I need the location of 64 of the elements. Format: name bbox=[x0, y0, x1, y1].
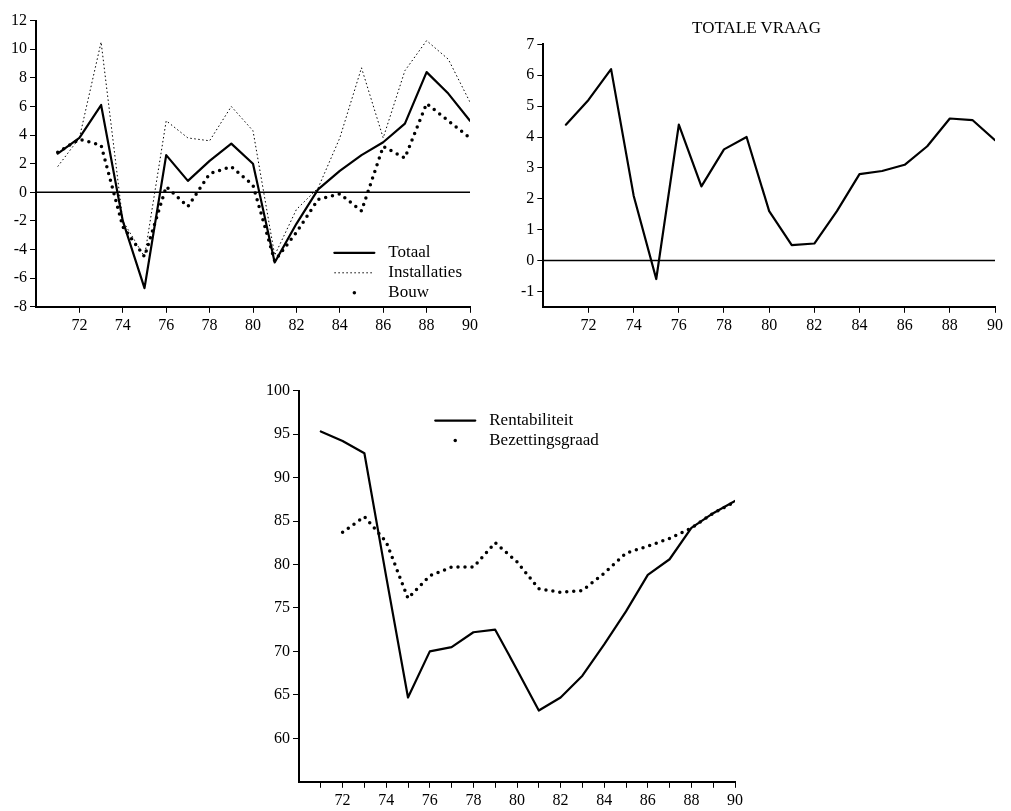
y-tick-label: 4 bbox=[526, 127, 535, 145]
y-tick-label: 100 bbox=[266, 380, 290, 398]
y-tick-label: 2 bbox=[19, 153, 27, 171]
y-tick-label: -6 bbox=[13, 268, 27, 286]
x-tick-label: 78 bbox=[716, 315, 732, 333]
x-tick-label: 84 bbox=[331, 315, 348, 333]
y-tick-label: 8 bbox=[19, 68, 27, 86]
x-tick-label: 82 bbox=[288, 315, 305, 333]
legend-label: Bezettingsgraad bbox=[489, 430, 600, 450]
x-tick-label: 74 bbox=[378, 790, 395, 808]
x-tick-label: 84 bbox=[851, 315, 868, 333]
x-tick-label: 86 bbox=[896, 315, 913, 333]
x-tick-label: 72 bbox=[71, 315, 88, 333]
chart-title: TOTALE VRAAG bbox=[692, 17, 821, 37]
y-tick-label: 90 bbox=[274, 467, 290, 485]
x-tick-label: 90 bbox=[987, 315, 1003, 333]
y-tick-label: 85 bbox=[274, 511, 290, 529]
y-tick-label: 1 bbox=[526, 219, 535, 237]
x-tick-label: 80 bbox=[245, 315, 261, 333]
x-tick-label: 90 bbox=[462, 315, 478, 333]
x-tick-label: 74 bbox=[625, 315, 642, 333]
legend-label: Installaties bbox=[388, 262, 463, 282]
x-tick-label: 84 bbox=[596, 790, 613, 808]
x-tick-label: 88 bbox=[941, 315, 958, 333]
y-tick-label: 95 bbox=[274, 424, 290, 442]
y-tick-label: 10 bbox=[11, 39, 27, 57]
y-tick-label: -1 bbox=[521, 281, 535, 299]
x-tick-label: 86 bbox=[639, 790, 656, 808]
y-tick-label: 65 bbox=[274, 685, 290, 703]
x-tick-label: 78 bbox=[201, 315, 218, 333]
y-tick-label: 75 bbox=[274, 598, 290, 616]
legend-label: Bouw bbox=[388, 282, 430, 302]
y-tick-label: 0 bbox=[19, 182, 27, 200]
y-tick-label: 60 bbox=[274, 728, 290, 746]
x-tick-label: 72 bbox=[334, 790, 351, 808]
x-tick-label: 78 bbox=[465, 790, 482, 808]
y-tick-label: 7 bbox=[526, 34, 535, 52]
x-tick-label: 76 bbox=[421, 790, 438, 808]
y-tick-label: 5 bbox=[526, 96, 535, 114]
y-tick-label: 70 bbox=[274, 641, 290, 659]
x-tick-label: 82 bbox=[806, 315, 823, 333]
x-tick-label: 74 bbox=[114, 315, 131, 333]
x-tick-label: 76 bbox=[158, 315, 175, 333]
x-tick-label: 88 bbox=[683, 790, 700, 808]
x-tick-label: 88 bbox=[418, 315, 435, 333]
x-tick-label: 82 bbox=[552, 790, 569, 808]
x-tick-label: 80 bbox=[761, 315, 778, 333]
legend-label: Totaal bbox=[388, 242, 431, 262]
x-tick-label: 76 bbox=[670, 315, 687, 333]
y-tick-label: 3 bbox=[526, 158, 535, 176]
y-tick-label: -8 bbox=[13, 297, 27, 314]
y-tick-label: 2 bbox=[526, 188, 535, 206]
legend-label: Rentabiliteit bbox=[489, 410, 574, 430]
x-tick-label: 72 bbox=[580, 315, 597, 333]
y-tick-label: 6 bbox=[19, 96, 27, 114]
y-tick-label: 12 bbox=[11, 10, 27, 28]
y-tick-label: 6 bbox=[526, 65, 535, 83]
y-tick-label: -2 bbox=[13, 211, 27, 229]
x-tick-label: 90 bbox=[727, 790, 743, 808]
y-tick-label: 4 bbox=[19, 125, 27, 143]
x-tick-label: 86 bbox=[375, 315, 392, 333]
y-tick-label: 80 bbox=[274, 554, 290, 572]
y-tick-label: 0 bbox=[526, 250, 535, 268]
y-tick-label: -4 bbox=[13, 239, 27, 257]
